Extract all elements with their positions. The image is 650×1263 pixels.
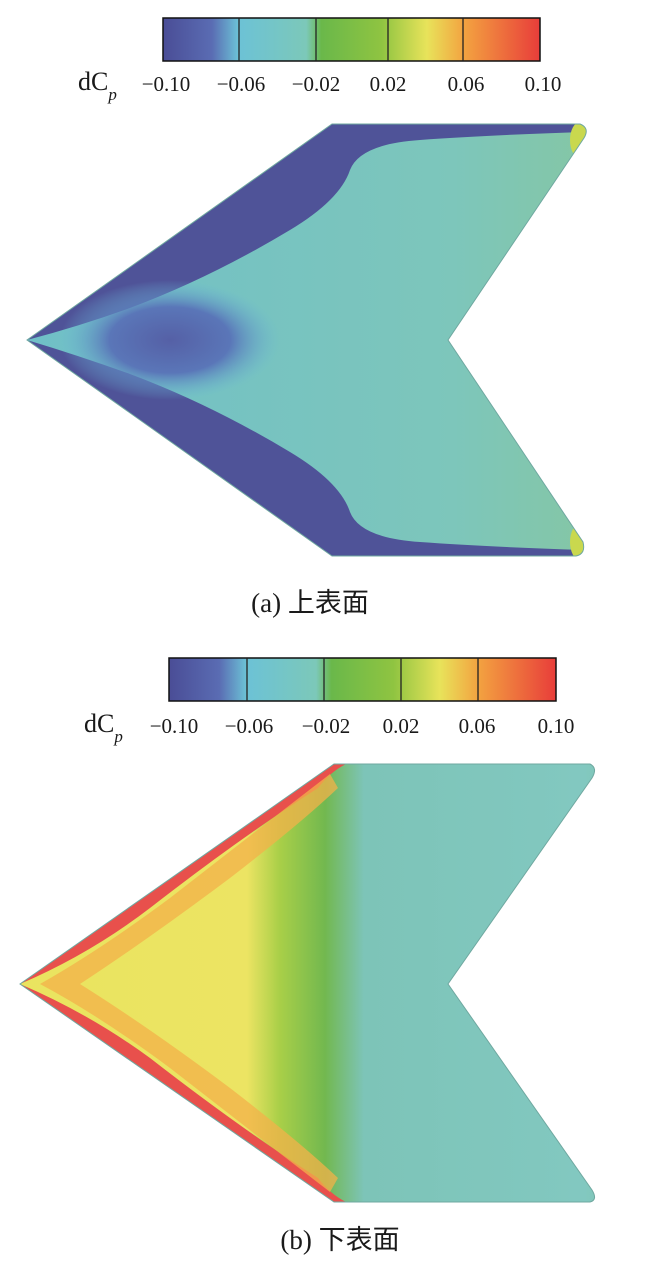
panel-upper-surface: dCp −0.10 −0.06 −0.02 0.02 0.06 0.10	[0, 0, 650, 630]
panel-lower-surface: dCp −0.10 −0.06 −0.02 0.02 0.06 0.10	[0, 640, 650, 1263]
colorbar-label: dCp	[78, 68, 117, 109]
colorbar-tick-label: −0.10	[149, 714, 199, 738]
colorbar-label-main: dC	[84, 709, 115, 738]
colorbar-tick-label: −0.06	[216, 72, 266, 96]
wing-outline	[19, 763, 596, 1203]
panel-caption: (b) 下表面	[280, 1225, 400, 1255]
wing-contour-upper	[26, 123, 587, 557]
colorbar-label-main: dC	[78, 67, 109, 96]
contour-region-forward-bottom	[40, 984, 338, 1192]
colorbar-tick-label: 0.02	[382, 714, 420, 738]
colorbar-tick-label: 0.10	[537, 714, 575, 738]
colorbar-gradient	[168, 657, 557, 702]
contour-region-aft	[20, 764, 595, 1202]
colorbar-tick-label: −0.06	[224, 714, 274, 738]
contour-region-forward-top	[40, 774, 338, 984]
colorbar-gradient	[162, 17, 541, 62]
colorbar-tick-label: 0.02	[369, 72, 407, 96]
colorbar-label-sub: p	[108, 85, 117, 104]
colorbar-tick-label: 0.06	[447, 72, 485, 96]
wing-contour-lower	[19, 763, 596, 1203]
colorbar-tick-label: −0.10	[141, 72, 191, 96]
colorbar-label: dCp	[84, 710, 123, 751]
colorbar-tick-label: −0.02	[301, 714, 351, 738]
colorbar-tick-label: 0.10	[524, 72, 562, 96]
colorbar-tick-label: 0.06	[458, 714, 496, 738]
colorbar	[168, 657, 557, 702]
colorbar-tick-label: −0.02	[291, 72, 341, 96]
contour-region-apex-core	[60, 280, 280, 400]
panel-caption: (a) 上表面	[251, 588, 369, 618]
colorbar-label-sub: p	[114, 727, 123, 746]
colorbar	[162, 17, 541, 62]
wing-outline	[26, 123, 587, 557]
contour-region-tip-top	[570, 124, 587, 158]
